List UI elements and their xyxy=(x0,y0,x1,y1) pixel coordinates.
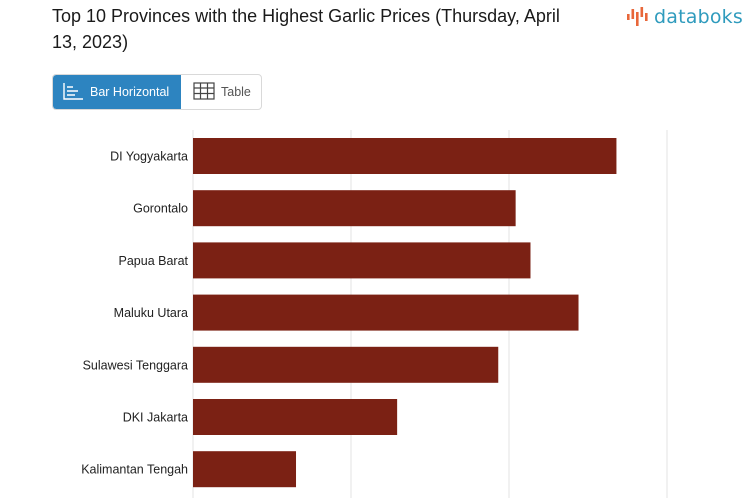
bar[interactable] xyxy=(193,451,297,488)
category-label: Kalimantan Tengah xyxy=(81,463,188,477)
bar[interactable] xyxy=(193,190,516,227)
databoks-logo[interactable]: databoks xyxy=(626,4,743,30)
tab-label: Table xyxy=(221,85,251,99)
category-label: Papua Barat xyxy=(119,254,189,268)
view-tabs: Bar Horizontal Table xyxy=(52,74,262,110)
category-label: Maluku Utara xyxy=(114,306,188,320)
category-label: DKI Jakarta xyxy=(123,411,188,425)
bar[interactable] xyxy=(193,346,499,383)
bar[interactable] xyxy=(193,242,531,279)
bar-horizontal-icon xyxy=(62,82,90,103)
category-label: Gorontalo xyxy=(133,202,188,216)
databoks-bars-logo-icon xyxy=(626,5,652,29)
bar[interactable] xyxy=(193,138,617,174)
category-label: Sulawesi Tenggara xyxy=(83,358,188,372)
table-grid-icon xyxy=(193,81,221,103)
brand-name: databoks xyxy=(654,6,743,28)
chart-title: Top 10 Provinces with the Highest Garlic… xyxy=(52,6,560,52)
tab-table[interactable]: Table xyxy=(181,75,251,109)
bar[interactable] xyxy=(193,399,398,435)
category-label: DI Yogyakarta xyxy=(110,150,188,164)
tab-bar-horizontal[interactable]: Bar Horizontal xyxy=(53,75,181,109)
tab-label: Bar Horizontal xyxy=(90,85,170,99)
bar[interactable] xyxy=(193,294,579,331)
